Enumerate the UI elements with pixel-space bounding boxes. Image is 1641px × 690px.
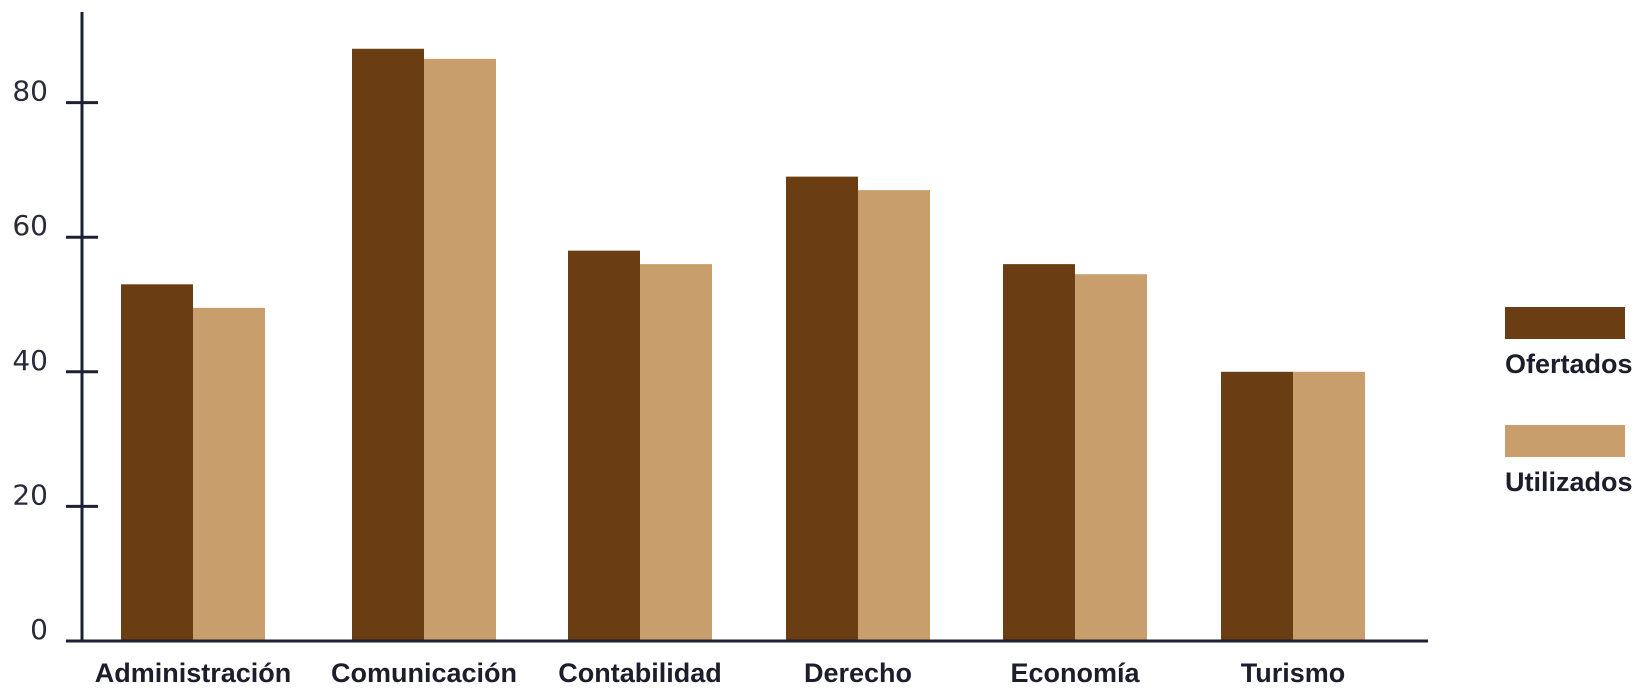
y-tick-label: 40 [12,344,48,377]
y-tick-label: 80 [12,75,48,108]
legend-swatch-utilizados [1505,425,1625,457]
y-tick-label: 0 [30,613,48,646]
bar-ofertados-0 [121,284,193,641]
bar-utilizados-0 [193,307,265,641]
x-category-label: Derecho [804,658,912,688]
y-tick-label: 20 [12,478,48,511]
bar-utilizados-3 [858,190,930,641]
x-category-label: Comunicación [331,658,517,688]
bar-ofertados-4 [1003,264,1075,641]
x-labels-group: Administración Comunicación Contabilidad De… [95,658,1346,688]
bar-utilizados-5 [1293,371,1365,641]
bar-utilizados-2 [640,264,712,641]
bar-ofertados-1 [352,48,424,641]
bar-utilizados-1 [424,58,496,642]
x-category-label: Administración [95,658,292,688]
bar-utilizados-4 [1075,274,1147,641]
bars-group [121,48,1365,642]
legend: Ofertados Utilizados [1505,307,1633,497]
legend-swatch-ofertados [1505,307,1625,339]
bar-ofertados-5 [1221,371,1293,641]
axes-group [66,12,1428,643]
legend-label-ofertados: Ofertados [1505,349,1633,379]
x-category-label: Economía [1010,658,1140,688]
y-tick-label: 60 [12,209,48,242]
legend-label-utilizados: Utilizados [1505,467,1633,497]
bar-ofertados-2 [568,250,640,641]
bar-ofertados-3 [786,176,858,641]
x-category-label: Contabilidad [558,658,722,688]
y-ticks-group: 0 20 40 60 80 [12,75,98,646]
x-category-label: Turismo [1241,658,1346,688]
